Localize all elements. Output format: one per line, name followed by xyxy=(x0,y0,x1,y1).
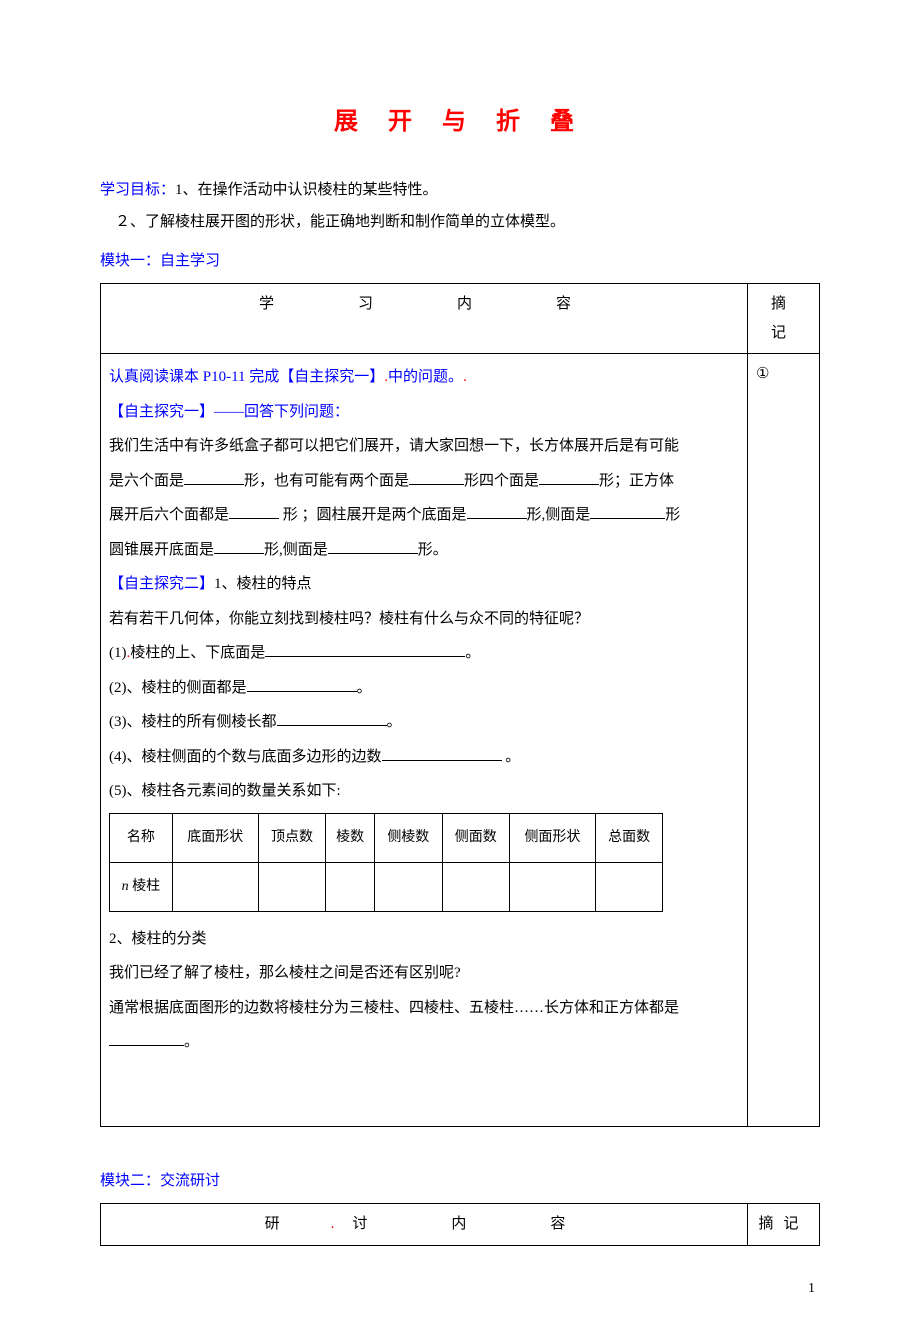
para1-k: 形,侧面是 xyxy=(264,542,328,558)
inquiry-1-title: 【自主探究一】——回答下列问题： xyxy=(109,404,349,420)
spacer xyxy=(109,1060,739,1120)
section-3-title: 2、棱柱的分类 xyxy=(109,922,739,957)
objective-line-1: 学习目标：1、在操作活动中认识棱柱的某些特性。 xyxy=(100,176,820,205)
module-gap xyxy=(100,1127,820,1157)
objective-text-1: 1、在操作活动中认识棱柱的某些特性。 xyxy=(175,182,438,198)
paragraph-1: 我们生活中有许多纸盒子都可以把它们展开，请大家回想一下，长方体展开后是有可能 xyxy=(109,429,739,464)
blank-3 xyxy=(539,484,599,485)
page-number: 1 xyxy=(100,1276,820,1303)
prism-properties-table: 名称 底面形状 顶点数 棱数 侧棱数 侧面数 侧面形状 总面数 n 棱柱 xyxy=(109,813,663,912)
para1-d: 形四个面是 xyxy=(464,473,539,489)
item4-b: 。 xyxy=(502,749,521,765)
header2-post: 讨 内 容 xyxy=(352,1216,583,1232)
inner-cell-1 xyxy=(172,862,258,911)
para1-h: 形,侧面是 xyxy=(527,507,591,523)
inner-cell-6 xyxy=(509,862,595,911)
para3-a: 我们已经了解了棱柱，那么棱柱之间是否还有区别呢? xyxy=(109,956,739,991)
item4-a: (4)、棱柱侧面的个数与底面多边形的边数 xyxy=(109,749,382,765)
blank-6 xyxy=(590,518,665,519)
module-2-label: 模块二：交流研讨 xyxy=(100,1167,820,1196)
item1-b: 棱柱的上、下底面是 xyxy=(130,645,265,661)
objective-line-2: ２、了解棱柱展开图的形状，能正确地判断和制作简单的立体模型。 xyxy=(100,208,820,237)
para3-c: 。 xyxy=(184,1034,199,1050)
blank-7 xyxy=(214,553,264,554)
para1-i: 形 xyxy=(665,507,680,523)
inner-th-1: 底面形状 xyxy=(172,813,258,862)
content-header-2: 研 .讨 内 容 xyxy=(101,1204,748,1246)
inner-th-7: 总面数 xyxy=(595,813,662,862)
inner-cell-2 xyxy=(258,862,325,911)
objective-label: 学习目标： xyxy=(100,182,175,198)
n-italic: n xyxy=(122,879,129,894)
notes-header-2: 摘记 xyxy=(748,1204,820,1246)
para1-c: 形，也有可能有两个面是 xyxy=(244,473,409,489)
module-1-label: 模块一：自主学习 xyxy=(100,247,820,276)
item3-a: (3)、棱柱的所有侧棱长都 xyxy=(109,714,277,730)
inner-row-label: n 棱柱 xyxy=(110,862,173,911)
reading-instruction-b: 中的问题。 xyxy=(388,369,463,385)
blank-11 xyxy=(277,725,387,726)
para1-e: 形；正方体 xyxy=(599,473,674,489)
paragraph-2: 若有若干几何体，你能立刻找到棱柱吗？棱柱有什么与众不同的特征呢？ xyxy=(109,602,739,637)
blank-1 xyxy=(184,484,244,485)
notes-body: ① xyxy=(748,354,820,1127)
note-mark-1: ① xyxy=(756,360,811,389)
para1-g: 形 ；圆柱展开是两个底面是 xyxy=(279,507,467,523)
inner-th-4: 侧棱数 xyxy=(375,813,442,862)
inner-cell-7 xyxy=(595,862,662,911)
item2-b: 。 xyxy=(357,680,372,696)
n-suffix: 棱柱 xyxy=(129,879,161,894)
header2-pre: 研 xyxy=(265,1216,331,1232)
inner-cell-3 xyxy=(326,862,375,911)
inner-th-6: 侧面形状 xyxy=(509,813,595,862)
blank-2 xyxy=(409,484,464,485)
inner-th-5: 侧面数 xyxy=(442,813,509,862)
notes-header: 摘 记 xyxy=(748,284,820,354)
red-dot-2: . xyxy=(463,369,467,385)
content-body: 认真阅读课本 P10-11 完成【自主探究一】.中的问题。. 【自主探究一】——… xyxy=(101,354,748,1127)
para1-a: 我们生活中有许多纸盒子都可以把它们展开，请大家回想一下，长方体展开后是有可能 xyxy=(109,438,679,454)
item1-a: (1) xyxy=(109,645,127,661)
red-dot-4: . xyxy=(331,1216,353,1232)
item1-c: 。 xyxy=(465,645,480,661)
item-5: (5)、棱柱各元素间的数量关系如下: xyxy=(109,774,739,809)
blank-5 xyxy=(467,518,527,519)
blank-4 xyxy=(229,518,279,519)
blank-13 xyxy=(109,1045,184,1046)
blank-9 xyxy=(265,656,465,657)
module-2-table: 研 .讨 内 容 摘记 xyxy=(100,1203,820,1246)
para1-f: 展开后六个面都是 xyxy=(109,507,229,523)
inquiry-2-sub: 1、棱柱的特点 xyxy=(214,576,312,592)
inner-th-3: 棱数 xyxy=(326,813,375,862)
blank-10 xyxy=(247,691,357,692)
item3-b: 。 xyxy=(387,714,402,730)
para3-b: 通常根据底面图形的边数将棱柱分为三棱柱、四棱柱、五棱柱……长方体和正方体都是 xyxy=(109,991,739,1026)
para1-b: 是六个面是 xyxy=(109,473,184,489)
module-1-table: 学 习 内 容 摘 记 认真阅读课本 P10-11 完成【自主探究一】.中的问题… xyxy=(100,283,820,1127)
inner-th-0: 名称 xyxy=(110,813,173,862)
blank-12 xyxy=(382,760,502,761)
inquiry-2-title: 【自主探究二】 xyxy=(109,576,214,592)
reading-instruction-a: 认真阅读课本 P10-11 完成【自主探究一】 xyxy=(109,369,384,385)
para1-l: 形。 xyxy=(418,542,448,558)
page-title: 展 开 与 折 叠 xyxy=(100,100,820,146)
item2-a: (2)、棱柱的侧面都是 xyxy=(109,680,247,696)
blank-8 xyxy=(328,553,418,554)
para1-j: 圆锥展开底面是 xyxy=(109,542,214,558)
inner-cell-4 xyxy=(375,862,442,911)
inner-th-2: 顶点数 xyxy=(258,813,325,862)
inner-cell-5 xyxy=(442,862,509,911)
content-header: 学 习 内 容 xyxy=(101,284,748,354)
